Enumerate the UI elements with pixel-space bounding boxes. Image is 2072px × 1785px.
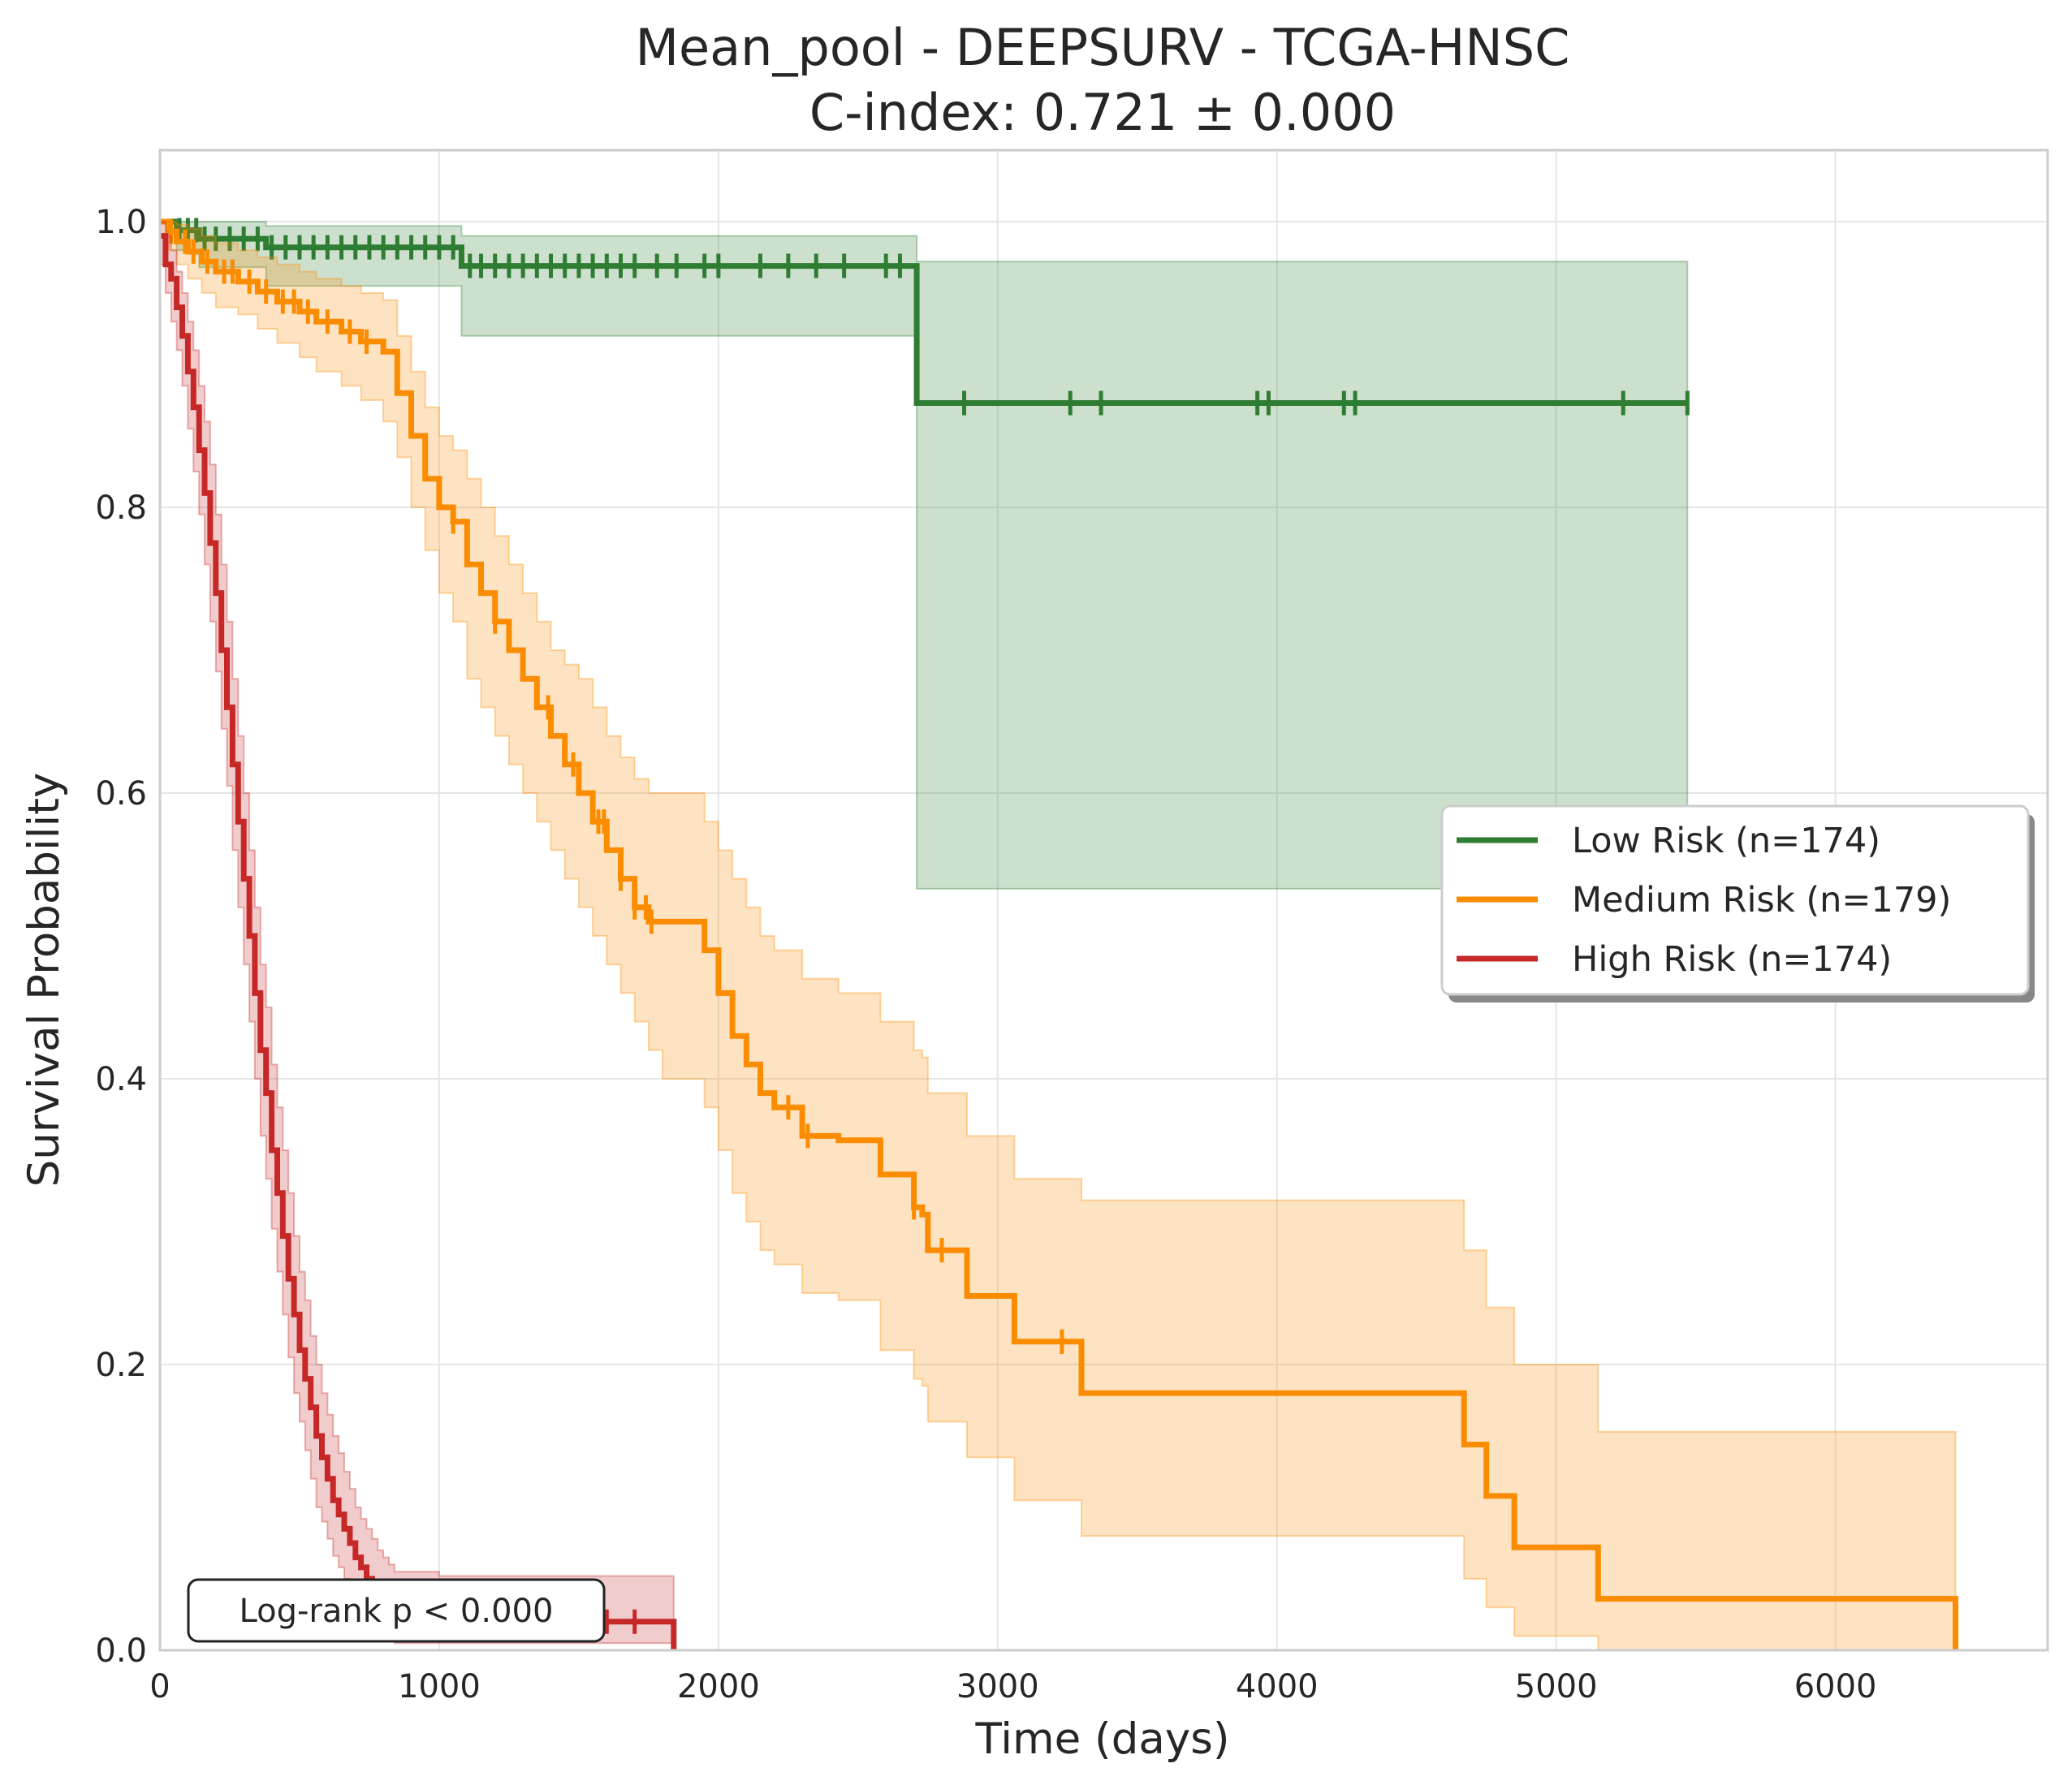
axes-frame: [158, 149, 2049, 1652]
x-axis-label: Time (days): [974, 1714, 1229, 1764]
y-tick-label: 0.0: [95, 1632, 147, 1670]
y-axis-label: Survival Probability: [19, 773, 69, 1188]
y-tick-label: 0.6: [95, 775, 147, 813]
legend-item: High Risk (n=174): [1457, 939, 1892, 980]
confidence-band: [159, 221, 675, 1650]
x-tick-label: 5000: [1515, 1668, 1598, 1705]
legend-label: High Risk (n=174): [1572, 939, 1892, 980]
legend-item: Medium Risk (n=179): [1457, 880, 1951, 921]
y-tick-label: 0.8: [95, 489, 147, 527]
x-tick-label: 4000: [1236, 1668, 1319, 1705]
x-tick-label: 3000: [956, 1668, 1039, 1705]
y-tick-label: 0.4: [95, 1061, 147, 1098]
x-tick-label: 2000: [677, 1668, 760, 1705]
legend: Low Risk (n=174) Medium Risk (n=179) High …: [1440, 804, 2035, 1002]
annotation-box: [187, 1578, 606, 1643]
x-tick-label: 6000: [1794, 1668, 1877, 1705]
logrank-text: Log-rank p < 0.000: [240, 1593, 554, 1630]
chart-title: Mean_pool - DEEPSURV - TCGA-HNSC: [636, 18, 1570, 77]
y-tick-label: 1.0: [95, 204, 147, 241]
x-tick-label: 0: [149, 1668, 170, 1705]
logrank-annotation: Log-rank p < 0.000: [187, 1578, 606, 1643]
x-tick-label: 1000: [398, 1668, 481, 1705]
legend-label: Medium Risk (n=179): [1572, 880, 1951, 921]
legend-item: Low Risk (n=174): [1457, 821, 1880, 861]
plot-area: 0 1000 2000 3000 4000 5000 6000 0.0 0.2 0.4 0.6 0.8…: [95, 149, 2049, 1705]
legend-box: [1440, 804, 2030, 996]
y-tick-label: 0.2: [95, 1347, 147, 1384]
chart-subtitle: C-index: 0.721 ± 0.000: [809, 83, 1396, 142]
legend-label: Low Risk (n=174): [1572, 821, 1880, 861]
